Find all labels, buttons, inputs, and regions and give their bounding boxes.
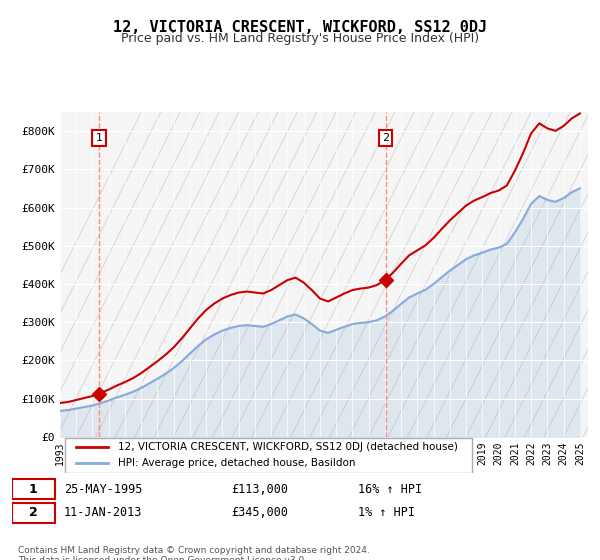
- Text: 16% ↑ HPI: 16% ↑ HPI: [358, 483, 422, 496]
- Text: 1: 1: [95, 133, 103, 143]
- Text: 11-JAN-2013: 11-JAN-2013: [64, 506, 142, 519]
- Text: 2: 2: [382, 133, 389, 143]
- Text: Price paid vs. HM Land Registry's House Price Index (HPI): Price paid vs. HM Land Registry's House …: [121, 32, 479, 45]
- Text: 1: 1: [29, 483, 38, 496]
- Text: 12, VICTORIA CRESCENT, WICKFORD, SS12 0DJ (detached house): 12, VICTORIA CRESCENT, WICKFORD, SS12 0D…: [118, 442, 458, 452]
- Text: Contains HM Land Registry data © Crown copyright and database right 2024.
This d: Contains HM Land Registry data © Crown c…: [18, 546, 370, 560]
- FancyBboxPatch shape: [65, 437, 472, 473]
- Text: 1% ↑ HPI: 1% ↑ HPI: [358, 506, 415, 519]
- Text: 2: 2: [29, 506, 38, 519]
- Text: £345,000: £345,000: [231, 506, 288, 519]
- Text: 12, VICTORIA CRESCENT, WICKFORD, SS12 0DJ: 12, VICTORIA CRESCENT, WICKFORD, SS12 0D…: [113, 20, 487, 35]
- FancyBboxPatch shape: [12, 503, 55, 523]
- Text: 25-MAY-1995: 25-MAY-1995: [64, 483, 142, 496]
- Text: £113,000: £113,000: [231, 483, 288, 496]
- FancyBboxPatch shape: [12, 479, 55, 499]
- Text: HPI: Average price, detached house, Basildon: HPI: Average price, detached house, Basi…: [118, 458, 356, 468]
